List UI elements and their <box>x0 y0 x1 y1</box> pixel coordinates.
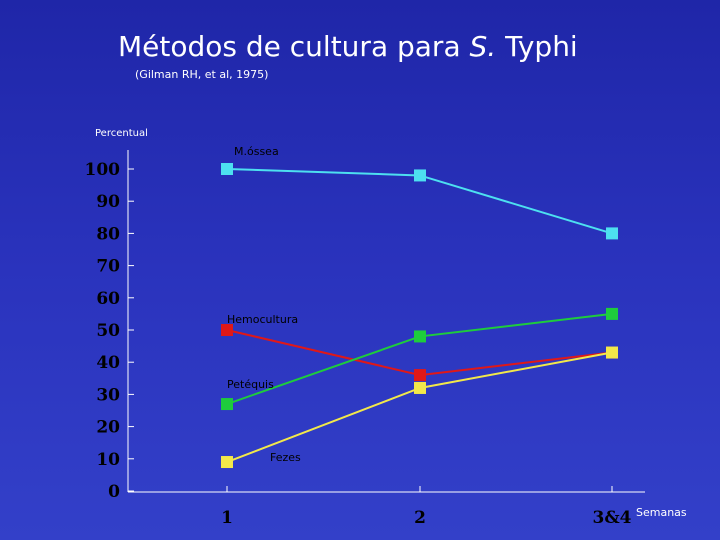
series-label: Fezes <box>270 451 301 464</box>
x-axis-label: Semanas <box>636 506 687 519</box>
series-label: Petéquis <box>227 378 274 391</box>
series-label: M.óssea <box>234 145 279 158</box>
data-point <box>221 398 233 411</box>
data-point <box>606 227 618 240</box>
axes <box>127 150 645 493</box>
y-tick-label: 100 <box>85 160 121 180</box>
x-tick-label: 3&4 <box>592 508 631 528</box>
series-label: Hemocultura <box>227 313 298 326</box>
y-axis-label: Percentual <box>95 128 148 139</box>
data-point <box>221 456 233 469</box>
data-point <box>414 369 426 382</box>
y-tick-label: 0 <box>108 482 120 502</box>
chart-subtitle: (Gilman RH, et al, 1975) <box>135 68 269 81</box>
x-tick-label: 1 <box>221 508 233 528</box>
data-point <box>414 330 426 343</box>
x-tick-label: 2 <box>414 508 426 528</box>
series-line-3 <box>226 351 613 463</box>
data-point <box>414 169 426 182</box>
data-point <box>414 381 426 394</box>
series-labels: M.óssea Hemocultura Petéquis Fezes <box>227 145 301 464</box>
data-point <box>606 346 618 359</box>
y-tick-label: 10 <box>96 450 120 470</box>
y-tick-label: 30 <box>96 385 120 405</box>
y-tick-label: 90 <box>96 192 120 212</box>
y-tick-label: 70 <box>96 257 120 277</box>
y-tick-label: 20 <box>96 418 120 438</box>
y-axis-ticks: 0 10 20 30 40 50 60 70 80 90 100 <box>85 160 134 502</box>
data-point <box>221 163 233 175</box>
y-tick-label: 50 <box>96 321 120 341</box>
data-point <box>606 307 618 320</box>
series-markers <box>221 163 618 469</box>
x-axis-ticks: 1 2 3&4 <box>221 486 632 528</box>
y-tick-label: 40 <box>96 353 120 373</box>
y-tick-label: 80 <box>96 224 120 244</box>
chart-title: Métodos de cultura para S. Typhi <box>118 30 578 63</box>
data-point <box>221 324 233 336</box>
y-tick-label: 60 <box>96 289 120 309</box>
